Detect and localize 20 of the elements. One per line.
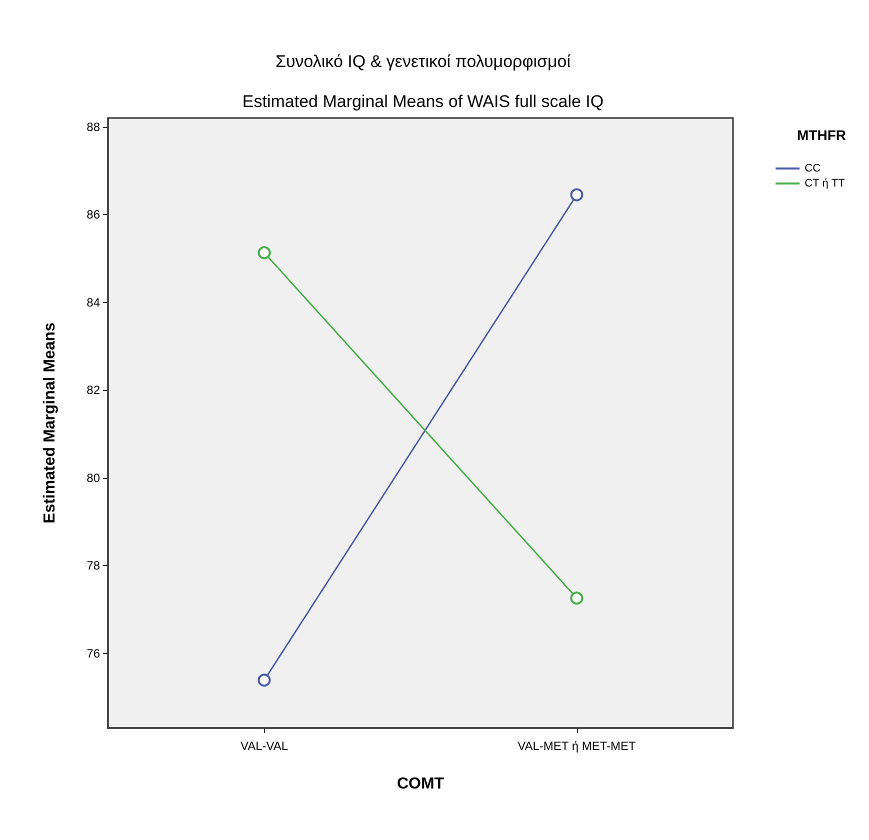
x-tick-label: VAL-MET ή MET-MET [518, 739, 637, 753]
legend-label: CT ή TT [804, 178, 846, 190]
y-tick-label: 84 [86, 295, 100, 310]
legend-title: MTHFR [797, 127, 846, 143]
y-tick-label: 78 [86, 558, 100, 573]
chart-title: Συνολικό IQ & γενετικοί πολυμορφισμοί [275, 52, 571, 71]
y-axis-title: Estimated Marginal Means [42, 322, 58, 524]
chart-subtitle: Estimated Marginal Means of WAIS full scale IQ [242, 92, 604, 111]
point [570, 188, 584, 202]
point [258, 246, 271, 260]
y-tick-label: 86 [86, 208, 100, 222]
x-axis-title: COMT [396, 776, 444, 792]
point [570, 592, 584, 605]
y-tick-label: 76 [86, 646, 100, 660]
y-tick-label: 82 [86, 383, 100, 398]
x-tick-label: VAL-VAL [240, 739, 288, 753]
legend-label: CC [804, 162, 821, 174]
y-tick-label: 80 [86, 470, 100, 485]
point [258, 674, 271, 687]
y-tick-label: 88 [86, 120, 100, 134]
